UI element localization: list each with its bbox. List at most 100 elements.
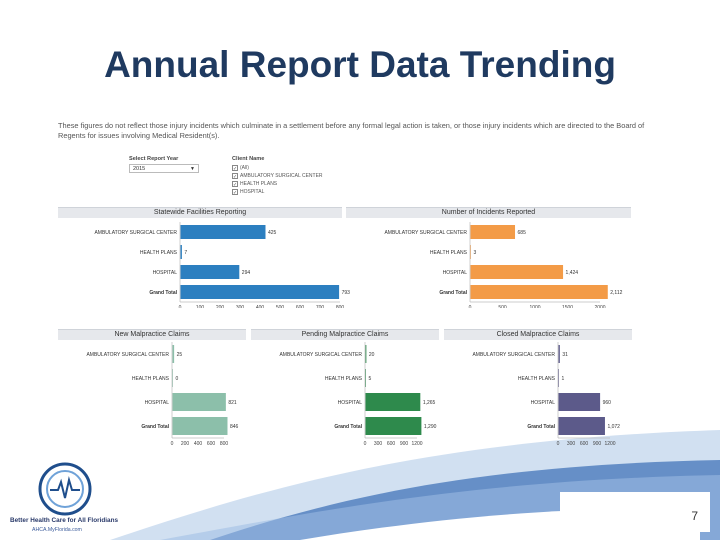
ahca-logo xyxy=(38,462,92,516)
category-label: HOSPITAL xyxy=(338,400,363,406)
x-tick-label: 1500 xyxy=(562,305,573,308)
bar-value-label: 425 xyxy=(268,230,277,236)
x-tick-label: 1200 xyxy=(604,441,615,447)
bar xyxy=(172,393,226,411)
x-tick-label: 0 xyxy=(171,441,174,447)
x-tick-label: 1200 xyxy=(411,441,422,447)
x-tick-label: 400 xyxy=(194,441,203,447)
year-select-value: 2015 xyxy=(133,166,146,172)
slide-number: 7 xyxy=(691,509,698,523)
x-tick-label: 200 xyxy=(181,441,190,447)
client-filter-option: (All) xyxy=(240,165,249,171)
bar xyxy=(365,345,367,363)
bar-value-label: 20 xyxy=(369,352,375,358)
bar-value-label: 960 xyxy=(603,400,612,406)
slide-title: Annual Report Data Trending xyxy=(104,44,616,85)
client-filter-hospital[interactable]: ✓ HOSPITAL xyxy=(232,189,265,196)
bar-value-label: 3 xyxy=(474,250,477,256)
x-tick-label: 100 xyxy=(196,305,205,308)
client-filter-asc[interactable]: ✓ AMBULATORY SURGICAL CENTER xyxy=(232,173,323,180)
x-tick-label: 400 xyxy=(256,305,265,308)
x-tick-label: 0 xyxy=(469,305,472,308)
bar-value-label: 1 xyxy=(562,376,565,382)
category-label: AMBULATORY SURGICAL CENTER xyxy=(472,352,555,358)
category-label: Grand Total xyxy=(527,424,555,430)
category-label: Grand Total xyxy=(149,290,177,296)
bar xyxy=(180,225,266,239)
x-tick-label: 900 xyxy=(593,441,602,447)
checkbox-checked-icon: ✓ xyxy=(232,173,238,180)
bar xyxy=(172,369,173,387)
category-label: AMBULATORY SURGICAL CENTER xyxy=(384,230,467,236)
bar xyxy=(470,245,471,259)
new-claims-bar-chart: AMBULATORY SURGICAL CENTER 25 HEALTH PLANS… xyxy=(86,342,239,447)
bar-value-label: 0 xyxy=(176,376,179,382)
category-label: Grand Total xyxy=(141,424,169,430)
x-tick-label: 600 xyxy=(296,305,305,308)
chart-title-facilities: Statewide Facilities Reporting xyxy=(58,207,342,218)
bar xyxy=(470,265,564,279)
checkbox-checked-icon: ✓ xyxy=(232,165,238,172)
x-tick-label: 300 xyxy=(374,441,383,447)
client-filter-option: AMBULATORY SURGICAL CENTER xyxy=(240,173,323,179)
slide-number-box xyxy=(560,492,710,532)
bar-value-label: 1,424 xyxy=(566,270,579,276)
bar xyxy=(172,417,228,435)
bar-value-label: 7 xyxy=(184,250,187,256)
x-tick-label: 300 xyxy=(567,441,576,447)
bar xyxy=(558,345,560,363)
bar xyxy=(470,225,516,239)
client-filter-all[interactable]: ✓ (All) xyxy=(232,165,249,172)
x-tick-label: 800 xyxy=(220,441,229,447)
category-label: HEALTH PLANS xyxy=(325,376,363,382)
bar-value-label: 1,072 xyxy=(607,424,620,430)
category-label: HOSPITAL xyxy=(153,270,178,276)
bar-value-label: 294 xyxy=(242,270,251,276)
category-label: Grand Total xyxy=(334,424,362,430)
bar xyxy=(180,245,182,259)
chart-title-closed-claims: Closed Malpractice Claims xyxy=(444,329,632,340)
bar xyxy=(558,393,601,411)
bar-value-label: 1,265 xyxy=(423,400,436,406)
bar xyxy=(180,285,340,299)
logo-tagline: Better Health Care for All Floridians xyxy=(10,517,119,524)
incidents-bar-chart: AMBULATORY SURGICAL CENTER 685 HEALTH PLAN… xyxy=(384,222,623,308)
bar-value-label: 793 xyxy=(342,290,351,296)
logo-site: AHCA.MyFlorida.com xyxy=(32,527,82,533)
x-tick-label: 300 xyxy=(236,305,245,308)
x-tick-label: 600 xyxy=(580,441,589,447)
category-label: HOSPITAL xyxy=(531,400,556,406)
category-label: HEALTH PLANS xyxy=(140,250,178,256)
chevron-down-icon: ▼ xyxy=(190,166,195,172)
client-filter-option: HOSPITAL xyxy=(240,189,265,195)
year-select-label: Select Report Year xyxy=(129,156,179,162)
x-tick-label: 200 xyxy=(216,305,225,308)
year-select[interactable]: 2015 ▼ xyxy=(129,164,199,173)
bar xyxy=(365,393,421,411)
checkbox-checked-icon: ✓ xyxy=(232,181,238,188)
client-filter-label: Client Name xyxy=(232,156,265,162)
x-tick-label: 0 xyxy=(179,305,182,308)
category-label: AMBULATORY SURGICAL CENTER xyxy=(86,352,169,358)
x-tick-label: 500 xyxy=(498,305,507,308)
chart-title-new-claims: New Malpractice Claims xyxy=(58,329,246,340)
category-label: Grand Total xyxy=(439,290,467,296)
bar xyxy=(470,285,608,299)
client-filter-health-plans[interactable]: ✓ HEALTH PLANS xyxy=(232,181,278,188)
x-tick-label: 0 xyxy=(557,441,560,447)
category-label: HOSPITAL xyxy=(145,400,170,406)
client-filter-option: HEALTH PLANS xyxy=(240,181,278,187)
bar xyxy=(172,345,175,363)
closed-claims-bar-chart: AMBULATORY SURGICAL CENTER 31 HEALTH PLANS… xyxy=(472,342,620,447)
x-tick-label: 1000 xyxy=(529,305,540,308)
bar xyxy=(558,417,605,435)
disclaimer-note: These figures do not reflect those injur… xyxy=(58,121,645,140)
x-tick-label: 900 xyxy=(400,441,409,447)
category-label: AMBULATORY SURGICAL CENTER xyxy=(94,230,177,236)
pending-claims-bar-chart: AMBULATORY SURGICAL CENTER 20 HEALTH PLANS… xyxy=(279,342,437,447)
x-tick-label: 0 xyxy=(364,441,367,447)
x-tick-label: 700 xyxy=(316,305,325,308)
bar-value-label: 25 xyxy=(177,352,183,358)
x-tick-label: 500 xyxy=(276,305,285,308)
bar-value-label: 2,112 xyxy=(610,290,622,296)
